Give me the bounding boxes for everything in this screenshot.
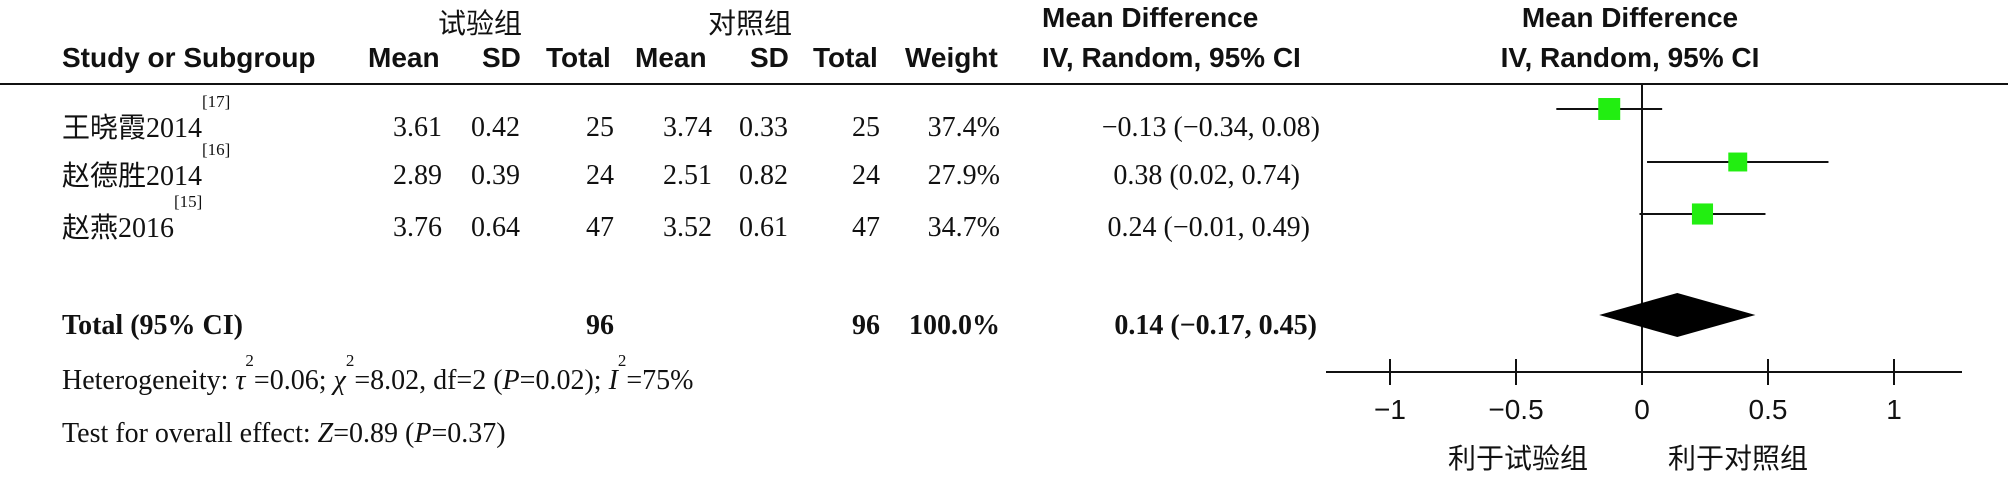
total-ci: 0.14 (−0.17, 0.45) — [1114, 310, 1317, 341]
ctl-total-header: Total — [813, 42, 878, 73]
total-exp: 96 — [586, 310, 614, 341]
ctl-mean: 3.74 — [663, 112, 712, 143]
study-ci: 0.38 (0.02, 0.74) — [1113, 160, 1300, 191]
exp-mean: 2.89 — [393, 160, 442, 191]
ctl-total: 24 — [852, 160, 880, 191]
x-tick-label: −0.5 — [1488, 394, 1543, 425]
exp-sd-header: SD — [482, 42, 521, 73]
md-column-method: IV, Random, 95% CI — [1042, 42, 1301, 73]
ctl-sd: 0.82 — [739, 160, 788, 191]
exp-total: 25 — [586, 112, 614, 143]
ctl-total: 25 — [852, 112, 880, 143]
effect-marker — [1598, 98, 1621, 120]
study-column-header: Study or Subgroup — [62, 42, 316, 73]
plot-method: IV, Random, 95% CI — [1500, 42, 1760, 73]
overall-effect-text: Test for overall effect: Z=0.89 (P=0.37) — [62, 418, 506, 449]
study-name: 赵德胜2014[16] — [62, 140, 231, 192]
effect-marker — [1728, 152, 1748, 172]
weight-header: Weight — [905, 42, 998, 73]
favours-control-label: 利于对照组 — [1668, 442, 1809, 475]
total-weight: 100.0% — [909, 310, 1000, 341]
control-group-header: 对照组 — [707, 7, 792, 40]
exp-total: 47 — [586, 212, 614, 243]
exp-sd: 0.64 — [471, 212, 520, 243]
exp-sd: 0.42 — [471, 112, 520, 143]
ctl-sd-header: SD — [750, 42, 789, 73]
x-tick-label: −1 — [1374, 394, 1406, 425]
study-weight: 27.9% — [927, 160, 1000, 191]
ctl-sd: 0.61 — [739, 212, 788, 243]
total-ctl: 96 — [852, 310, 880, 341]
ctl-mean-header: Mean — [635, 42, 707, 73]
ctl-sd: 0.33 — [739, 112, 788, 143]
ctl-total: 47 — [852, 212, 880, 243]
x-tick-label: 1 — [1886, 394, 1902, 425]
ctl-mean: 3.52 — [663, 212, 712, 243]
md-column-title: Mean Difference — [1042, 2, 1259, 33]
heterogeneity-text: Heterogeneity: τ2=0.06; χ2=8.02, df=2 (P… — [62, 351, 694, 396]
exp-total-header: Total — [546, 42, 611, 73]
pooled-diamond — [1599, 293, 1756, 337]
study-name: 赵燕2016[15] — [62, 192, 203, 244]
plot-title: Mean Difference — [1521, 2, 1739, 33]
exp-total: 24 — [586, 160, 614, 191]
total-label: Total (95% CI) — [62, 310, 243, 341]
experimental-group-header: 试验组 — [437, 7, 522, 40]
x-tick-label: 0 — [1634, 394, 1650, 425]
x-tick-label: 0.5 — [1749, 394, 1788, 425]
exp-mean-header: Mean — [368, 42, 440, 73]
study-weight: 37.4% — [927, 112, 1000, 143]
study-name: 王晓霞2014[17] — [62, 92, 231, 144]
exp-mean: 3.76 — [393, 212, 442, 243]
study-weight: 34.7% — [927, 212, 1000, 243]
study-ci: 0.24 (−0.01, 0.49) — [1107, 212, 1310, 243]
ctl-mean: 2.51 — [663, 160, 712, 191]
exp-sd: 0.39 — [471, 160, 520, 191]
header-rule — [0, 83, 2008, 85]
study-ci: −0.13 (−0.34, 0.08) — [1101, 112, 1320, 143]
effect-marker — [1691, 203, 1714, 225]
favours-experimental-label: 利于试验组 — [1448, 442, 1589, 475]
exp-mean: 3.61 — [393, 112, 442, 143]
